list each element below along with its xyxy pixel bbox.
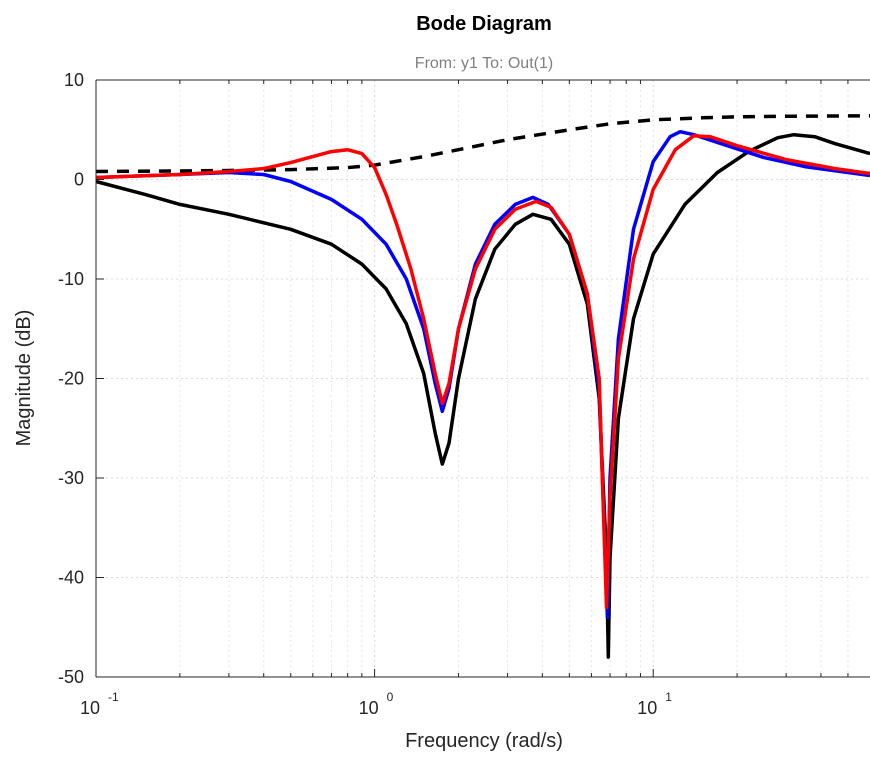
ticks-layer: 10 -1 10 0 10 1 10 0 -10 -20 -30 -40 -50	[58, 70, 849, 718]
x-tick-exponent: 1	[665, 690, 672, 704]
chart-subtitle: From: y1 To: Out(1)	[415, 55, 553, 72]
y-tick-label: -40	[58, 568, 84, 588]
y-tick-label: 10	[64, 70, 84, 90]
y-tick-label: -50	[58, 667, 84, 687]
x-tick-label: 10	[637, 698, 657, 718]
y-tick-label: -20	[58, 369, 84, 389]
series-line-3	[95, 129, 870, 620]
chart-title: Bode Diagram	[416, 13, 552, 35]
series-line-4	[95, 133, 870, 610]
series-line-2	[95, 132, 870, 659]
y-tick-label: 0	[74, 170, 84, 190]
x-tick-label: 10	[359, 698, 379, 718]
x-tick-exponent: -1	[108, 690, 119, 704]
series-layer	[95, 114, 870, 659]
y-tick-label: -30	[58, 468, 84, 488]
x-axis-label: Frequency (rad/s)	[405, 730, 563, 752]
y-tick-label: -10	[58, 269, 84, 289]
series-line-1	[95, 114, 870, 174]
x-tick-label: 10	[80, 698, 100, 718]
y-axis-label: Magnitude (dB)	[13, 310, 35, 447]
x-tick-exponent: 0	[387, 690, 394, 704]
